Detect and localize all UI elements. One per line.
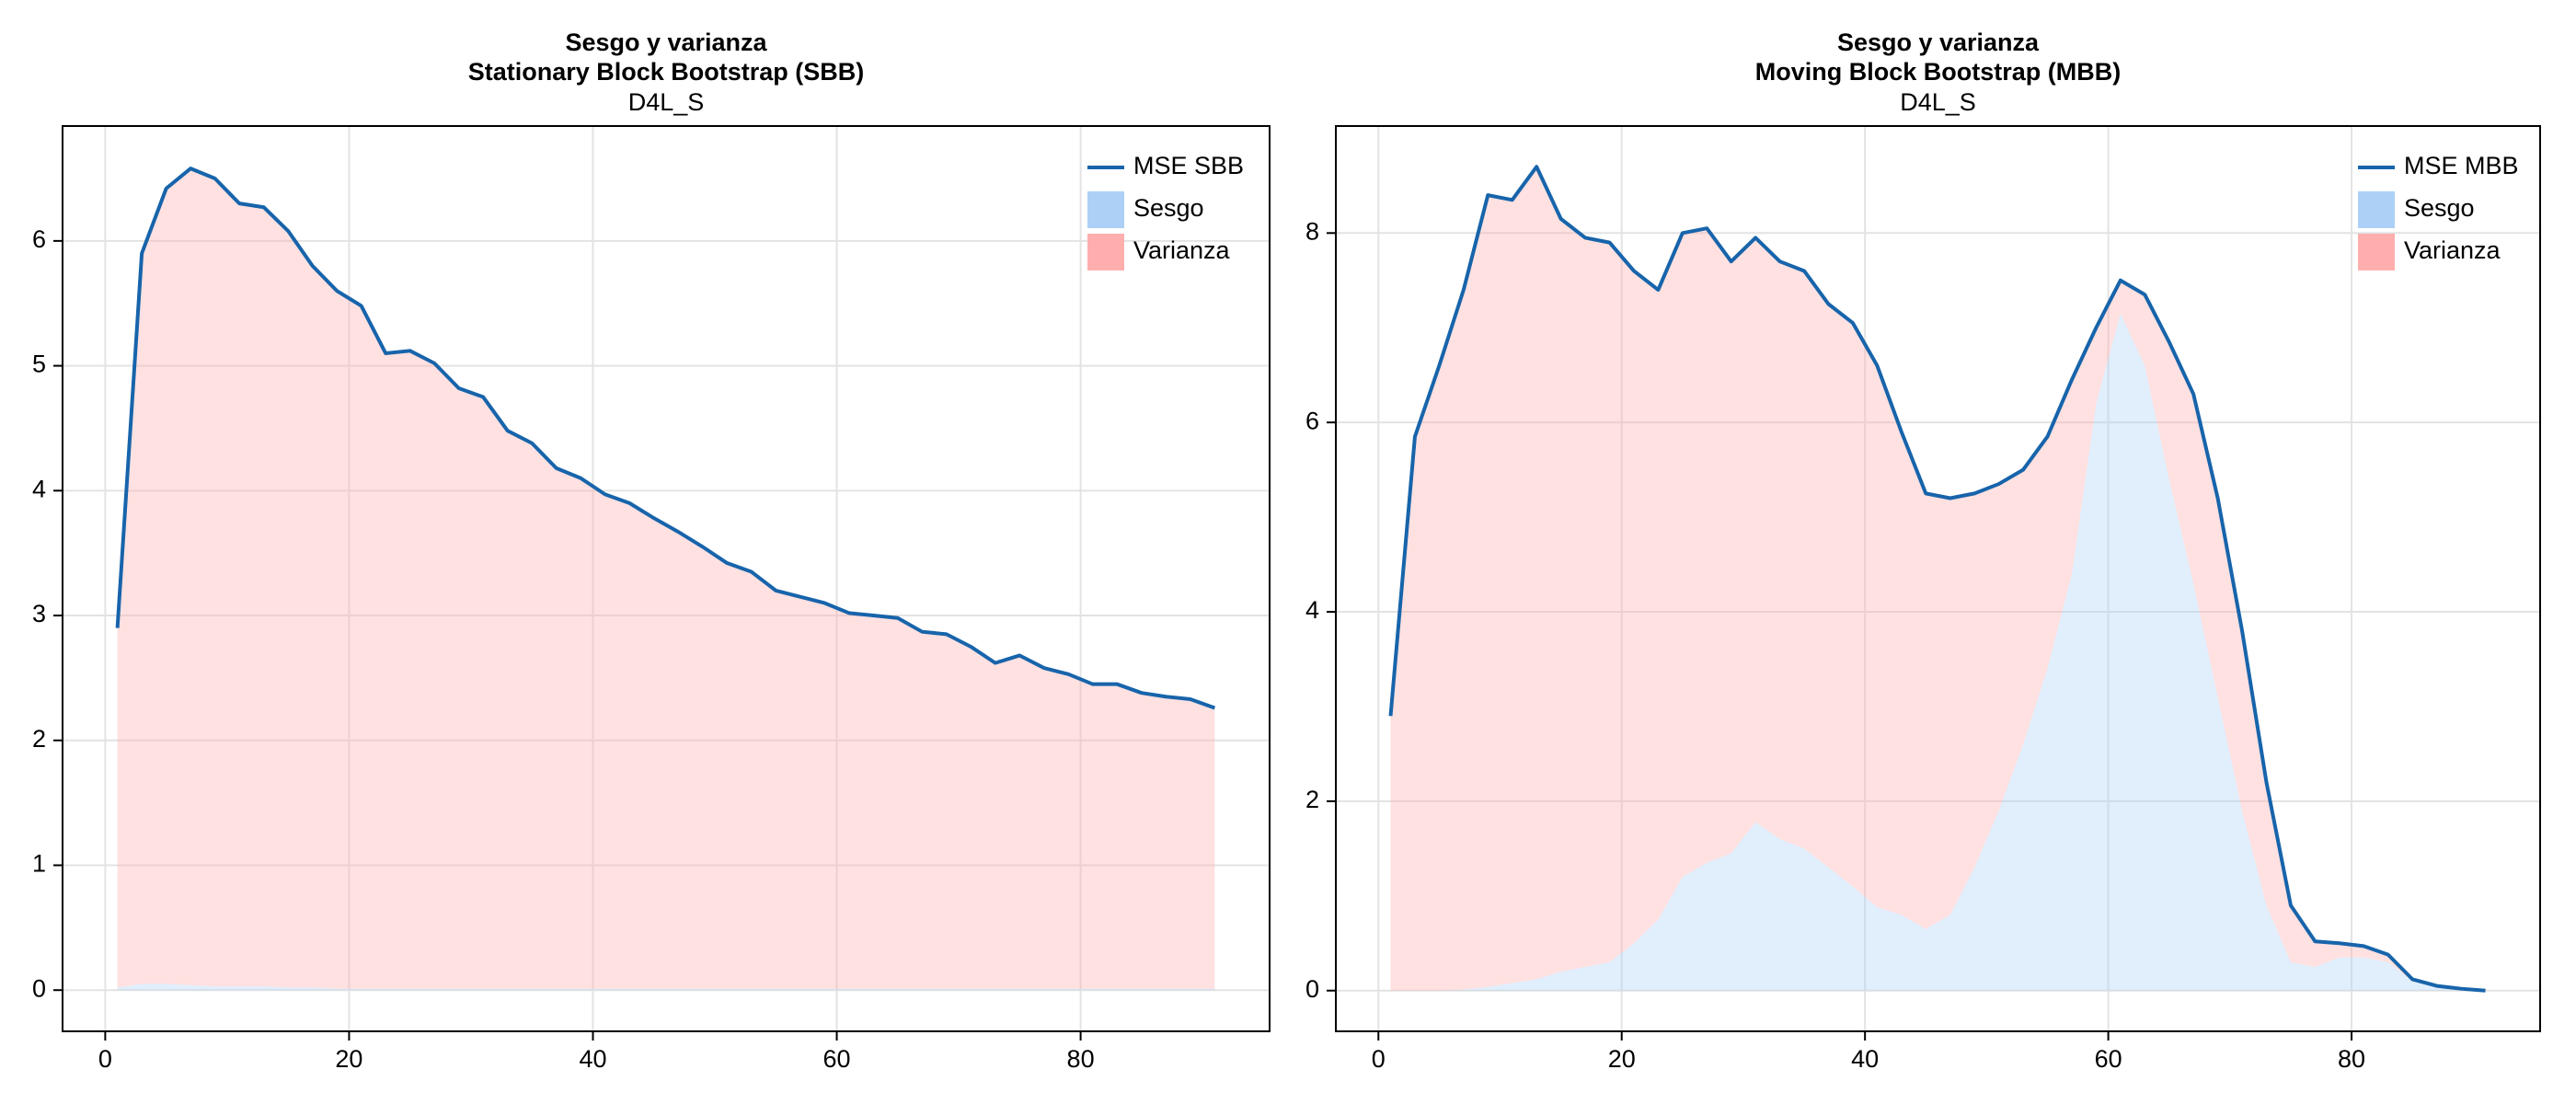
y-tick-label: 4 — [32, 475, 46, 502]
legend-swatch — [1087, 234, 1124, 270]
x-tick-label: 0 — [98, 1045, 112, 1073]
axes-frame — [62, 125, 1271, 1032]
legend-label: MSE SBB — [1133, 152, 1244, 179]
chart-caption: D4L_S — [1900, 88, 1976, 116]
area — [117, 168, 1215, 989]
legend-swatch — [2358, 191, 2395, 228]
line — [1388, 165, 2486, 993]
y-tick-label: 8 — [1305, 217, 1319, 245]
y-tick-label: 4 — [1305, 596, 1319, 624]
y-tick-label: 2 — [1305, 786, 1319, 813]
legend-swatch — [1087, 191, 1124, 228]
x-tick-label: 0 — [1372, 1045, 1386, 1073]
x-tick-label: 80 — [2338, 1045, 2365, 1073]
chart-subtitle: Stationary Block Bootstrap (SBB) — [468, 58, 865, 86]
line — [115, 167, 1216, 710]
legend-label: Varianza — [2404, 236, 2501, 264]
y-tick-label: 6 — [1305, 407, 1319, 434]
x-tick-label: 40 — [579, 1045, 606, 1073]
x-tick-label: 40 — [1851, 1045, 1879, 1073]
area — [1390, 167, 2486, 991]
chart-title: Sesgo y varianza — [1837, 29, 2040, 56]
legend-label: MSE MBB — [2404, 152, 2519, 179]
y-tick-label: 2 — [32, 725, 46, 753]
x-tick-label: 80 — [1067, 1045, 1095, 1073]
chart-caption: D4L_S — [628, 88, 705, 116]
y-tick-label: 3 — [32, 600, 46, 627]
area — [117, 983, 1215, 991]
axes-frame — [1335, 125, 2541, 1032]
x-tick-label: 20 — [1608, 1045, 1636, 1073]
y-tick-label: 1 — [32, 850, 46, 878]
area — [1390, 313, 2486, 991]
x-tick-label: 60 — [823, 1045, 851, 1073]
chart-title: Sesgo y varianza — [565, 29, 767, 56]
chart-subtitle: Moving Block Bootstrap (MBB) — [1755, 58, 2122, 86]
legend-label: Sesgo — [2404, 194, 2475, 222]
x-tick-label: 60 — [2095, 1045, 2122, 1073]
y-tick-label: 0 — [32, 974, 46, 1002]
y-tick-label: 0 — [1305, 975, 1319, 1003]
legend-label: Sesgo — [1133, 194, 1204, 222]
y-tick-label: 5 — [32, 351, 46, 378]
x-tick-label: 20 — [335, 1045, 362, 1073]
legend-label: Varianza — [1133, 236, 1231, 264]
y-tick-label: 6 — [32, 225, 46, 253]
legend-swatch — [2358, 234, 2395, 270]
